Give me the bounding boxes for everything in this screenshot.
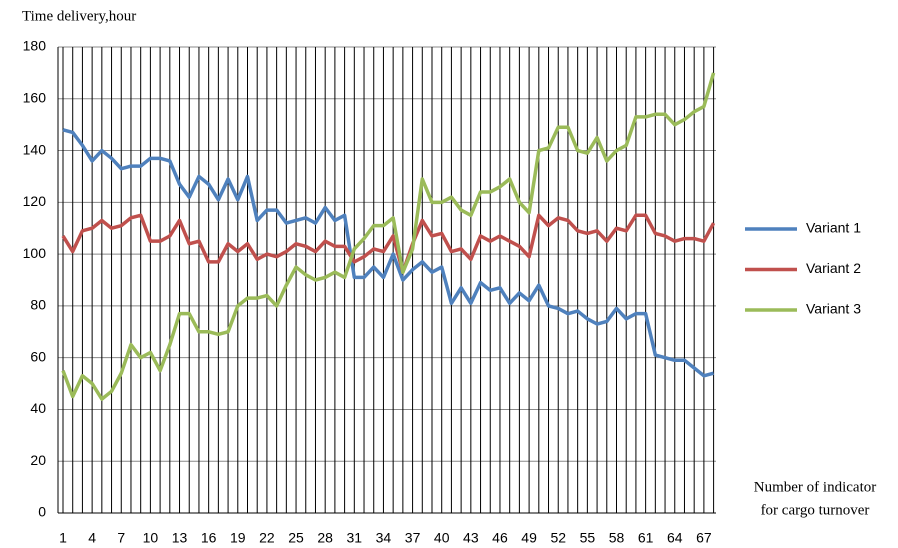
- series-line: [61, 72, 716, 401]
- x-tick-label: 67: [696, 530, 712, 546]
- y-tick-label: 60: [30, 348, 46, 364]
- x-tick-label: 25: [288, 530, 304, 546]
- x-tick-label: 37: [405, 530, 421, 546]
- x-tick-label: 55: [580, 530, 596, 546]
- y-tick-label: 0: [38, 504, 46, 520]
- x-tick-label: 40: [434, 530, 450, 546]
- y-tick-label: 180: [23, 38, 47, 54]
- y-tick-label: 100: [23, 245, 47, 261]
- x-axis-title: Number of indicator: [754, 479, 876, 495]
- x-tick-label: 49: [521, 530, 537, 546]
- series-line: [62, 128, 715, 378]
- legend-label: Variant 3: [806, 301, 861, 317]
- y-tick-label: 140: [23, 141, 47, 157]
- series-line: [61, 213, 716, 274]
- y-tick-label: 20: [30, 452, 46, 468]
- x-tick-label: 58: [609, 530, 625, 546]
- y-axis-title: Time delivery,hour: [22, 8, 136, 24]
- x-tick-label: 4: [88, 530, 96, 546]
- x-tick-label: 22: [259, 530, 275, 546]
- x-tick-label: 16: [201, 530, 217, 546]
- y-tick-label: 120: [23, 193, 47, 209]
- x-tick-label: 43: [463, 530, 479, 546]
- x-tick-label: 46: [492, 530, 508, 546]
- y-tick-label: 40: [30, 400, 46, 416]
- x-tick-label: 31: [347, 530, 363, 546]
- x-tick-label: 7: [117, 530, 125, 546]
- x-tick-label: 61: [638, 530, 654, 546]
- x-tick-label: 19: [230, 530, 246, 546]
- x-tick-label: 52: [550, 530, 566, 546]
- x-tick-label: 64: [667, 530, 683, 546]
- y-tick-label: 160: [23, 89, 47, 105]
- x-tick-label: 28: [317, 530, 333, 546]
- y-tick-label: 80: [30, 297, 46, 313]
- legend-label: Variant 1: [806, 220, 861, 236]
- legend-label: Variant 2: [806, 260, 861, 276]
- x-axis-title: for cargo turnover: [761, 502, 870, 518]
- x-tick-label: 1: [59, 530, 67, 546]
- x-tick-label: 13: [172, 530, 188, 546]
- x-tick-label: 34: [376, 530, 392, 546]
- x-tick-label: 10: [143, 530, 159, 546]
